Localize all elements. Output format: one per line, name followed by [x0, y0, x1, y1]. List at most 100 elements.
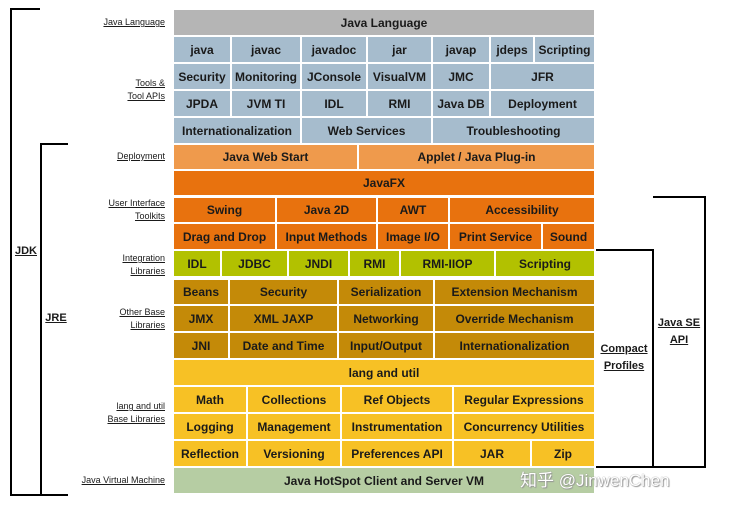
- javase-bracket-top: [653, 196, 706, 198]
- lang-util-cell: Instrumentation: [342, 414, 452, 439]
- deployment-cell: Applet / Java Plug-in: [359, 145, 594, 169]
- row-label-text: Java Virtual Machine: [81, 475, 165, 485]
- other-cell: Override Mechanism: [435, 306, 594, 331]
- compact-label-text: Profiles: [603, 360, 645, 372]
- integration-cell: JDBC: [222, 251, 287, 276]
- tool-cell: javap: [433, 37, 489, 62]
- compact-bracket-top: [596, 249, 653, 251]
- jre-bracket-bottom: [40, 494, 68, 496]
- lang-util-cell: Zip: [532, 441, 594, 466]
- row-label-langutil: lang and util Base Libraries: [107, 400, 165, 426]
- jdk-label: JDK: [12, 243, 40, 260]
- other-cell: Networking: [339, 306, 433, 331]
- row-label-integration: Integration Libraries: [122, 252, 165, 278]
- other-cell: Extension Mechanism: [435, 280, 594, 304]
- jvm-box: Java HotSpot Client and Server VM: [174, 468, 594, 493]
- java-language-box: Java Language: [174, 10, 594, 35]
- tool-cell: Monitoring: [232, 64, 300, 89]
- other-cell: Serialization: [339, 280, 433, 304]
- tool-cell: Troubleshooting: [433, 118, 594, 143]
- row-label-text: Java Language: [103, 17, 165, 27]
- row-label-text: Deployment: [116, 151, 165, 161]
- jre-label: JRE: [42, 310, 70, 327]
- lang-util-cell: Logging: [174, 414, 246, 439]
- integration-cell: IDL: [174, 251, 220, 276]
- jdk-bracket-bottom: [10, 494, 40, 496]
- tool-cell: Internationalization: [174, 118, 300, 143]
- ui-cell: Java 2D: [277, 198, 376, 222]
- tool-cell: Web Services: [302, 118, 431, 143]
- ui-cell: AWT: [378, 198, 448, 222]
- ui-cell: Swing: [174, 198, 275, 222]
- ui-cell: Print Service: [450, 224, 541, 249]
- lang-util-cell: Preferences API: [342, 441, 452, 466]
- compact-bracket-line: [652, 249, 654, 468]
- lang-util-cell: Collections: [248, 387, 340, 412]
- lang-util-cell: Ref Objects: [342, 387, 452, 412]
- lang-util-cell: Concurrency Utilities: [454, 414, 594, 439]
- tool-cell: Deployment: [491, 91, 594, 116]
- tool-cell: JMC: [433, 64, 489, 89]
- tool-cell: Security: [174, 64, 230, 89]
- tool-cell: JConsole: [302, 64, 366, 89]
- lang-util-cell: Versioning: [248, 441, 340, 466]
- integration-cell: RMI-IIOP: [401, 251, 494, 276]
- row-label-jvm: Java Virtual Machine: [82, 474, 165, 487]
- jre-label-text: JRE: [45, 312, 67, 324]
- ui-cell: Drag and Drop: [174, 224, 275, 249]
- compact-label-text: Compact: [600, 343, 648, 355]
- row-label-ui: User Interface Toolkits: [108, 197, 165, 223]
- other-cell: Internationalization: [435, 333, 594, 358]
- compact-profiles-label: Compact Profiles: [595, 341, 653, 375]
- row-label-text: Integration: [122, 253, 165, 263]
- lang-util-cell: Regular Expressions: [454, 387, 594, 412]
- other-cell: Input/Output: [339, 333, 433, 358]
- tool-cell: Java DB: [433, 91, 489, 116]
- compact-bracket-bottom: [596, 466, 653, 468]
- tool-cell: jar: [368, 37, 431, 62]
- lang-util-cell: Reflection: [174, 441, 246, 466]
- row-label-deployment: Deployment: [117, 150, 165, 163]
- jdk-bracket-top: [10, 8, 40, 10]
- other-cell: Date and Time: [230, 333, 337, 358]
- row-label-tools: Tools & Tool APIs: [127, 77, 165, 103]
- other-cell: Beans: [174, 280, 228, 304]
- tool-cell: java: [174, 37, 230, 62]
- jre-bracket-line: [40, 143, 42, 496]
- other-cell: XML JAXP: [230, 306, 337, 331]
- ui-cell: Sound: [543, 224, 594, 249]
- tool-cell: Scripting: [535, 37, 594, 62]
- javase-api-label: Java SE API: [652, 315, 706, 349]
- watermark: 知乎 @JinwenChen: [520, 471, 670, 490]
- other-cell: JMX: [174, 306, 228, 331]
- javase-bracket-bottom: [653, 466, 706, 468]
- jdk-label-text: JDK: [14, 245, 37, 257]
- tool-cell: RMI: [368, 91, 431, 116]
- tool-cell: javac: [232, 37, 300, 62]
- row-label-text: Tool APIs: [127, 91, 165, 101]
- javafx-box: JavaFX: [174, 171, 594, 195]
- ui-cell: Input Methods: [277, 224, 376, 249]
- integration-cell: Scripting: [496, 251, 594, 276]
- tool-cell: JPDA: [174, 91, 230, 116]
- deployment-cell: Java Web Start: [174, 145, 357, 169]
- row-label-text: Other Base: [119, 307, 165, 317]
- row-label-java-language: Java Language: [103, 16, 165, 29]
- javase-label-text: Java SE: [657, 317, 701, 329]
- row-label-text: Base Libraries: [107, 414, 165, 424]
- row-label-text: lang and util: [116, 401, 165, 411]
- lang-util-cell: Management: [248, 414, 340, 439]
- row-label-text: Toolkits: [134, 211, 165, 221]
- tool-cell: jdeps: [491, 37, 533, 62]
- lang-util-cell: JAR: [454, 441, 530, 466]
- lang-util-cell: Math: [174, 387, 246, 412]
- tool-cell: javadoc: [302, 37, 366, 62]
- ui-cell: Accessibility: [450, 198, 594, 222]
- lang-util-title: lang and util: [174, 360, 594, 385]
- row-label-text: User Interface: [108, 198, 165, 208]
- row-label-text: Libraries: [130, 320, 165, 330]
- javase-label-text: API: [669, 334, 689, 346]
- row-label-text: Tools &: [135, 78, 165, 88]
- jre-bracket-top: [40, 143, 68, 145]
- tool-cell: JVM TI: [232, 91, 300, 116]
